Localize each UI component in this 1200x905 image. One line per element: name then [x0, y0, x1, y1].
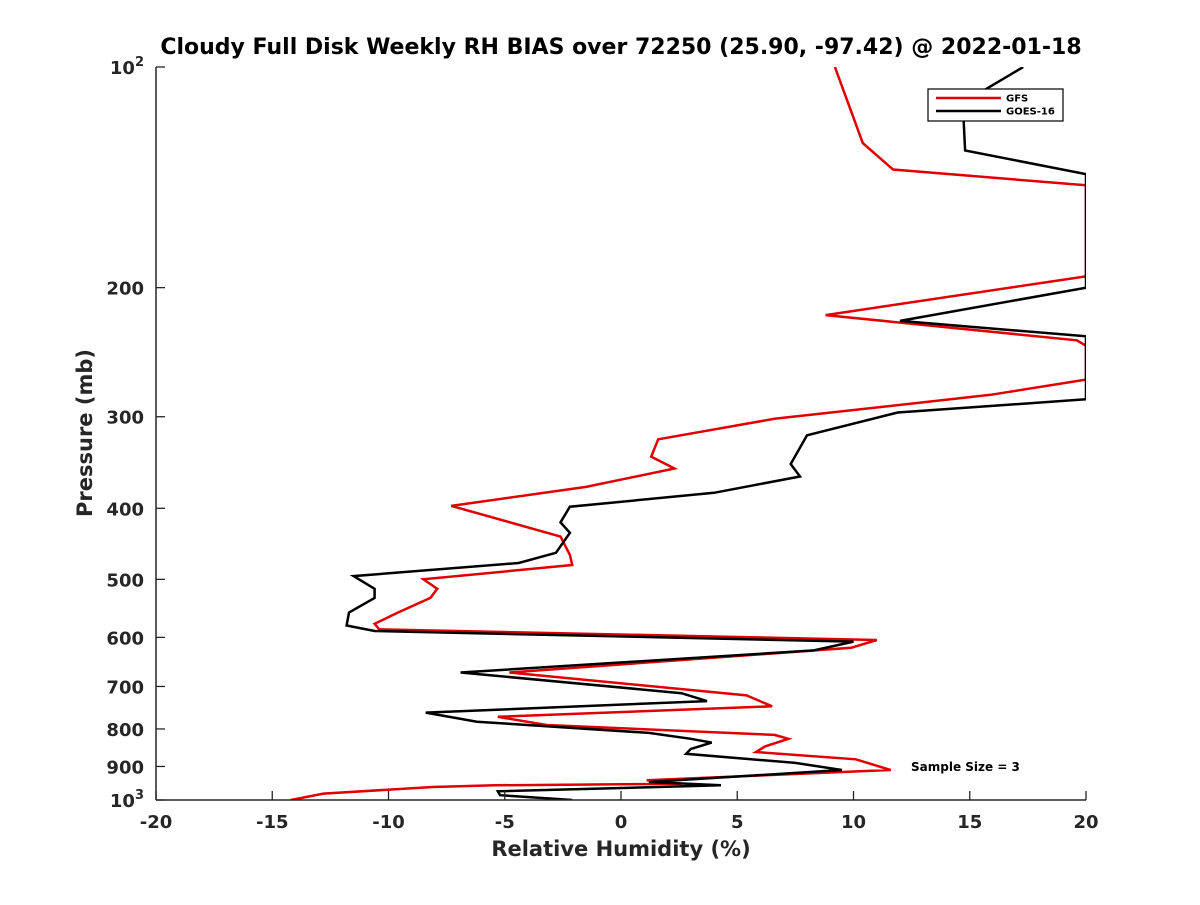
- y-tick-label: 200: [106, 279, 144, 300]
- sample-size-annotation: Sample Size = 3: [911, 760, 1020, 774]
- legend-box: [927, 88, 1064, 122]
- axes-layer: [155, 67, 1086, 801]
- legend: GFS GOES-16: [927, 88, 1064, 122]
- series-layer: [290, 67, 1086, 800]
- y-tick-label: 600: [106, 628, 144, 649]
- x-tick-label: -20: [140, 812, 173, 833]
- x-tick-label: 20: [1073, 812, 1098, 833]
- x-tick-label: 0: [615, 812, 628, 833]
- y-axis-label: Pressure (mb): [73, 349, 97, 517]
- chart-title: Cloudy Full Disk Weekly RH BIAS over 722…: [160, 35, 1081, 60]
- legend-label-goes16: GOES-16: [1006, 107, 1055, 118]
- x-ticks: -20 -15 -10 -5 0 5 10 15 20: [140, 791, 1099, 833]
- x-tick-label: -5: [495, 812, 515, 833]
- y-tick-label: 500: [106, 570, 144, 591]
- series-line-gfs: [290, 67, 1086, 800]
- y-ticks: 102 200 300 400 500 600 700 800 900 103: [106, 55, 165, 812]
- x-tick-label: 5: [731, 812, 744, 833]
- y-tick-label: 900: [106, 757, 144, 778]
- y-tick-label: 103: [110, 788, 144, 812]
- x-tick-label: -10: [372, 812, 405, 833]
- x-tick-label: 10: [841, 812, 866, 833]
- x-tick-label: -15: [256, 812, 289, 833]
- y-tick-label: 700: [106, 677, 144, 698]
- series-line-goes16: [345, 67, 1086, 800]
- y-tick-label: 400: [106, 499, 144, 520]
- legend-label-gfs: GFS: [1006, 94, 1028, 105]
- x-tick-label: 15: [957, 812, 982, 833]
- y-tick-label: 102: [110, 55, 144, 79]
- y-tick-label: 300: [106, 408, 144, 429]
- y-tick-label: 800: [106, 720, 144, 741]
- x-axis-label: Relative Humidity (%): [491, 837, 750, 861]
